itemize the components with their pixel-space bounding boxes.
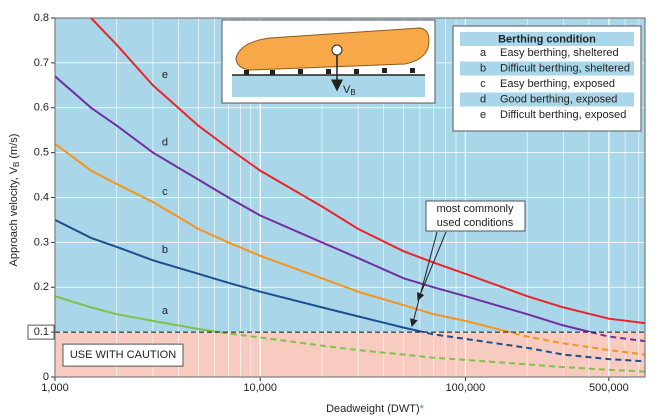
inset-symbol: V bbox=[343, 84, 351, 96]
legend-title: Berthing condition bbox=[498, 33, 596, 45]
caution-text: USE WITH CAUTION bbox=[70, 349, 176, 361]
annotation: most commonly used conditions bbox=[409, 200, 526, 327]
x-tick-label: 500,000 bbox=[589, 382, 629, 394]
line bbox=[55, 295, 226, 333]
foreground: 0 0.1 0.2 0.3 0.4 0.5 0.6 0.7 0.8 1,000 10,000 100,… bbox=[27, 12, 646, 394]
legend-letter: e bbox=[480, 109, 486, 121]
inset-label: VB bbox=[343, 84, 356, 97]
y-tick-label: 0.3 bbox=[34, 236, 49, 248]
y-label-sub: B bbox=[12, 162, 21, 167]
legend-label: Difficult berthing, exposed bbox=[500, 109, 626, 121]
series-line bbox=[55, 142, 645, 356]
line bbox=[55, 219, 429, 333]
curve-label: d bbox=[162, 137, 168, 149]
legend: Berthing condition a Easy berthing, shelt… bbox=[452, 25, 642, 132]
annotation-arrow bbox=[409, 231, 438, 327]
series-line bbox=[55, 75, 645, 343]
y-tick-label: 0.7 bbox=[34, 57, 49, 69]
annotation-box bbox=[425, 200, 526, 232]
y-tick-label: 0.8 bbox=[34, 12, 49, 24]
curve-label: c bbox=[162, 186, 168, 198]
inset-water bbox=[232, 75, 425, 97]
curve-label: a bbox=[162, 305, 169, 317]
legend-letter: b bbox=[480, 62, 486, 74]
x-tick-label: 100,000 bbox=[446, 382, 486, 394]
legend-letter: a bbox=[480, 47, 487, 59]
curve-label: e bbox=[162, 69, 168, 81]
inset-fenders bbox=[244, 68, 415, 75]
line bbox=[55, 75, 595, 333]
series-line bbox=[55, 295, 645, 373]
y-label-text: Approach velocity, bbox=[8, 177, 20, 266]
inset-sub: B bbox=[350, 88, 355, 97]
y-tick-label: 0 bbox=[43, 371, 49, 383]
y-label-symbol: V bbox=[8, 166, 20, 174]
inset-cog bbox=[331, 44, 343, 56]
inset-diagram: VB bbox=[221, 19, 436, 104]
annotation-arrow bbox=[416, 231, 447, 301]
annotation-line: used conditions bbox=[437, 217, 514, 229]
legend-header-band bbox=[460, 32, 634, 46]
y-tick-label: 0.1 bbox=[34, 326, 49, 338]
legend-label: Easy berthing, exposed bbox=[500, 78, 615, 90]
y-label-unit: (m/s) bbox=[8, 134, 20, 159]
legend-label: Good berthing, exposed bbox=[500, 93, 617, 105]
y-tick-label: 0.4 bbox=[34, 191, 49, 203]
legend-label: Easy berthing, sheltered bbox=[500, 47, 619, 59]
y-tick-label: 0.5 bbox=[34, 147, 49, 159]
y-tick-label: 0.6 bbox=[34, 102, 49, 114]
y-tick-label: 0.2 bbox=[34, 281, 49, 293]
line-caution bbox=[505, 332, 645, 356]
caution-box bbox=[62, 343, 184, 367]
line bbox=[55, 142, 514, 333]
annotation-line: most commonly bbox=[436, 203, 514, 215]
y-axis-label: Approach velocity, VB (m/s) bbox=[8, 134, 21, 267]
curve-label: b bbox=[162, 244, 168, 256]
plot-frame bbox=[54, 17, 646, 378]
legend-letter: d bbox=[480, 93, 486, 105]
line bbox=[90, 18, 645, 325]
x-label-text: Deadweight (DWT) bbox=[326, 403, 420, 415]
legend-label: Difficult berthing, sheltered bbox=[500, 62, 630, 74]
legend-band bbox=[460, 61, 634, 76]
series-line bbox=[90, 18, 645, 325]
legend-letter: c bbox=[480, 78, 486, 90]
series-line bbox=[55, 219, 645, 363]
x-tick-label: 1,000 bbox=[41, 382, 69, 394]
legend-band bbox=[460, 92, 634, 107]
line-caution bbox=[212, 332, 645, 373]
caution-tick-box bbox=[27, 324, 55, 340]
x-tick-label: 10,000 bbox=[243, 382, 277, 394]
x-axis-label: Deadweight (DWT)* bbox=[326, 403, 425, 415]
x-label-note: * bbox=[420, 403, 425, 415]
